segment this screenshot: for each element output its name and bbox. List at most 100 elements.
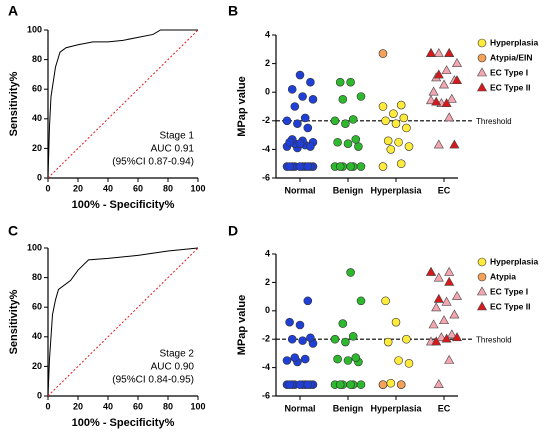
data-point	[402, 123, 411, 133]
data-point	[341, 119, 350, 128]
y-tick-label: 20	[32, 143, 42, 153]
data-point	[433, 47, 444, 57]
data-point	[338, 95, 348, 104]
y-tick-label: 2	[265, 58, 270, 68]
x-tick-label: 100	[190, 401, 205, 411]
data-point	[335, 162, 345, 171]
y-tick-label: 20	[32, 361, 42, 371]
data-point	[335, 77, 345, 87]
data-point	[295, 70, 305, 80]
data-point	[399, 113, 409, 123]
data-point	[287, 85, 297, 94]
legend-label: Atypia	[490, 271, 516, 281]
x-tick-label: 60	[133, 183, 143, 193]
y-tick-label: 4	[265, 248, 270, 258]
x-tick-label: Normal	[284, 403, 315, 413]
data-point	[402, 334, 411, 344]
x-tick-label: EC	[438, 403, 451, 413]
roc-curve	[47, 29, 198, 179]
data-point	[300, 354, 310, 364]
legend-marker	[476, 82, 488, 92]
x-tick-label: 40	[103, 183, 113, 193]
x-tick-label: Benign	[333, 185, 364, 195]
data-point	[396, 159, 406, 168]
data-point	[451, 75, 463, 85]
data-point	[425, 95, 437, 105]
x-tick-label: 0	[45, 183, 50, 193]
data-point	[444, 112, 455, 122]
data-point	[441, 333, 452, 343]
data-point	[444, 276, 455, 286]
data-point	[290, 102, 300, 111]
data-point	[431, 336, 442, 346]
panel-letter: B	[228, 3, 238, 19]
data-point	[446, 93, 457, 103]
data-point	[335, 380, 345, 389]
x-tick-label: 0	[45, 401, 50, 411]
x-tick-label: 60	[133, 401, 143, 411]
data-point	[298, 92, 307, 101]
legend-label: EC Type I	[490, 286, 528, 296]
data-point	[386, 378, 396, 388]
data-point	[308, 95, 318, 104]
legend-marker	[477, 272, 487, 282]
x-tick-label: Hyperplasia	[370, 403, 422, 413]
roc-curve	[47, 247, 199, 397]
data-point	[295, 139, 305, 148]
data-point	[356, 92, 366, 101]
y-tick-label: -2	[262, 115, 270, 125]
data-point	[386, 145, 396, 154]
y-tick-label: 4	[265, 29, 270, 39]
legend-label: EC Type II	[490, 82, 530, 92]
data-point	[444, 47, 455, 57]
x-tick-label: 80	[163, 183, 173, 193]
data-point	[341, 337, 350, 347]
data-point	[303, 380, 313, 389]
data-point	[428, 319, 439, 329]
data-point	[438, 79, 450, 89]
x-tick-label: EC	[438, 185, 451, 195]
y-tick-label: 2	[265, 277, 270, 287]
data-point	[451, 332, 463, 342]
y-axis-label: Sensitivity%	[8, 71, 20, 136]
y-tick-label: 80	[32, 54, 42, 64]
panel-letter: A	[8, 3, 18, 19]
data-point	[287, 334, 297, 344]
legend-marker	[477, 257, 487, 267]
x-tick-label: 100	[190, 183, 205, 193]
y-axis-label: MPap value	[236, 76, 248, 137]
data-point	[333, 137, 342, 147]
data-point	[356, 162, 366, 171]
data-point	[404, 142, 414, 151]
data-point	[391, 317, 401, 327]
data-point	[295, 380, 305, 389]
data-point	[394, 356, 403, 365]
data-point	[391, 119, 401, 128]
annotation: AUC 0.91	[151, 144, 195, 155]
data-point	[346, 268, 355, 277]
y-tick-label: 0	[37, 172, 42, 182]
annotation: Stage 2	[160, 349, 195, 360]
data-point	[378, 380, 388, 389]
x-tick-label: Hyperplasia	[370, 185, 422, 195]
legend-label: EC Type I	[490, 67, 528, 77]
x-axis-label: 100% - Specificity%	[72, 417, 175, 429]
y-tick-label: -4	[262, 144, 270, 154]
data-point	[389, 109, 398, 118]
y-tick-label: 100	[27, 242, 42, 252]
y-tick-label: -2	[262, 334, 270, 344]
y-tick-label: 60	[32, 302, 42, 312]
data-point	[433, 293, 444, 303]
data-point	[306, 142, 315, 151]
legend-marker	[477, 53, 487, 63]
data-point	[306, 77, 315, 87]
data-point	[285, 137, 294, 147]
data-point	[343, 139, 353, 148]
y-tick-label: 40	[32, 113, 42, 123]
data-point	[381, 296, 390, 306]
roc-curve	[47, 29, 199, 179]
data-point	[346, 380, 355, 389]
data-point	[356, 380, 366, 389]
data-point	[433, 272, 444, 282]
data-point	[444, 266, 455, 276]
